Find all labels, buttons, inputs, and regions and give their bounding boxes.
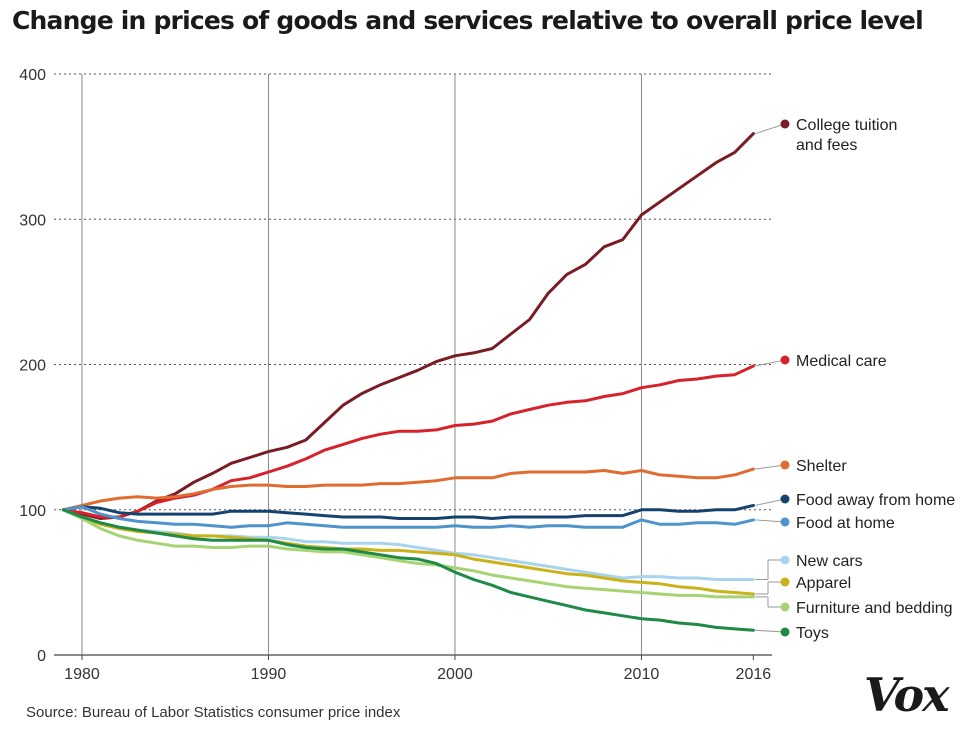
legend-marker-7 <box>780 602 790 612</box>
series-label-6: Apparel <box>796 575 851 592</box>
series-line-1 <box>61 364 755 519</box>
series-label-line: New cars <box>796 553 863 570</box>
label-connector <box>755 629 786 633</box>
series-line-2 <box>61 467 755 512</box>
series-label-4: Food at home <box>796 515 895 532</box>
legend-marker-4 <box>780 517 790 527</box>
series-label-7: Furniture and bedding <box>796 600 953 617</box>
label-connector <box>755 359 786 367</box>
series-label-line: College tuition <box>796 117 897 134</box>
label-layer: College tuition and fees Medical care Shelt… <box>755 117 955 642</box>
label-connector <box>755 519 786 523</box>
series-label-line: Food away from home <box>796 492 955 509</box>
legend-marker-2 <box>780 460 790 470</box>
series-label-line: Furniture and bedding <box>796 600 953 617</box>
series-label-3: Food away from home <box>796 492 955 509</box>
series-label-8: Toys <box>796 625 829 642</box>
legend-marker-6 <box>780 577 790 587</box>
series-label-line: Medical care <box>796 353 887 370</box>
x-tick-label: 2000 <box>437 666 473 683</box>
series-label-1: Medical care <box>796 353 887 370</box>
legend-marker-3 <box>780 494 790 504</box>
series-line-7 <box>61 508 755 599</box>
y-tick-label: 100 <box>19 503 46 520</box>
legend-marker-8 <box>780 627 790 637</box>
x-tick-label: 1980 <box>64 666 100 683</box>
vox-logo: Vox <box>864 668 950 722</box>
x-tick-label: 2010 <box>624 666 660 683</box>
grid-layer: 0 100 200 300 400 1980 1990 2000 2010 2016 <box>19 67 772 683</box>
y-tick-label: 0 <box>37 648 46 665</box>
legend-marker-0 <box>780 119 790 129</box>
y-tick-label: 200 <box>19 358 46 375</box>
label-connector <box>755 464 786 470</box>
legend-marker-1 <box>780 355 790 365</box>
series-line-8 <box>61 508 755 632</box>
series-label-5: New cars <box>796 553 863 570</box>
series-line-6 <box>61 508 755 596</box>
source-note: Source: Bureau of Labor Statistics consu… <box>26 704 401 721</box>
series-line-0 <box>61 132 755 520</box>
series-label-line: Shelter <box>796 458 847 475</box>
series-layer <box>61 132 755 632</box>
series-label-2: Shelter <box>796 458 847 475</box>
label-connector <box>755 123 786 135</box>
y-tick-label: 400 <box>19 67 46 84</box>
y-tick-label: 300 <box>19 212 46 229</box>
series-label-line: Toys <box>796 625 829 642</box>
legend-marker-5 <box>780 555 790 565</box>
x-tick-label: 2016 <box>736 666 772 683</box>
series-label-line: and fees <box>796 137 857 154</box>
series-line-3 <box>61 503 755 520</box>
series-label-0: College tuition and fees <box>796 117 897 154</box>
series-label-line: Apparel <box>796 575 851 592</box>
series-label-line: Food at home <box>796 515 895 532</box>
chart-title: Change in prices of goods and services r… <box>12 6 924 35</box>
label-connector <box>755 498 786 506</box>
series-line-4 <box>61 505 755 529</box>
x-tick-label: 1990 <box>251 666 287 683</box>
